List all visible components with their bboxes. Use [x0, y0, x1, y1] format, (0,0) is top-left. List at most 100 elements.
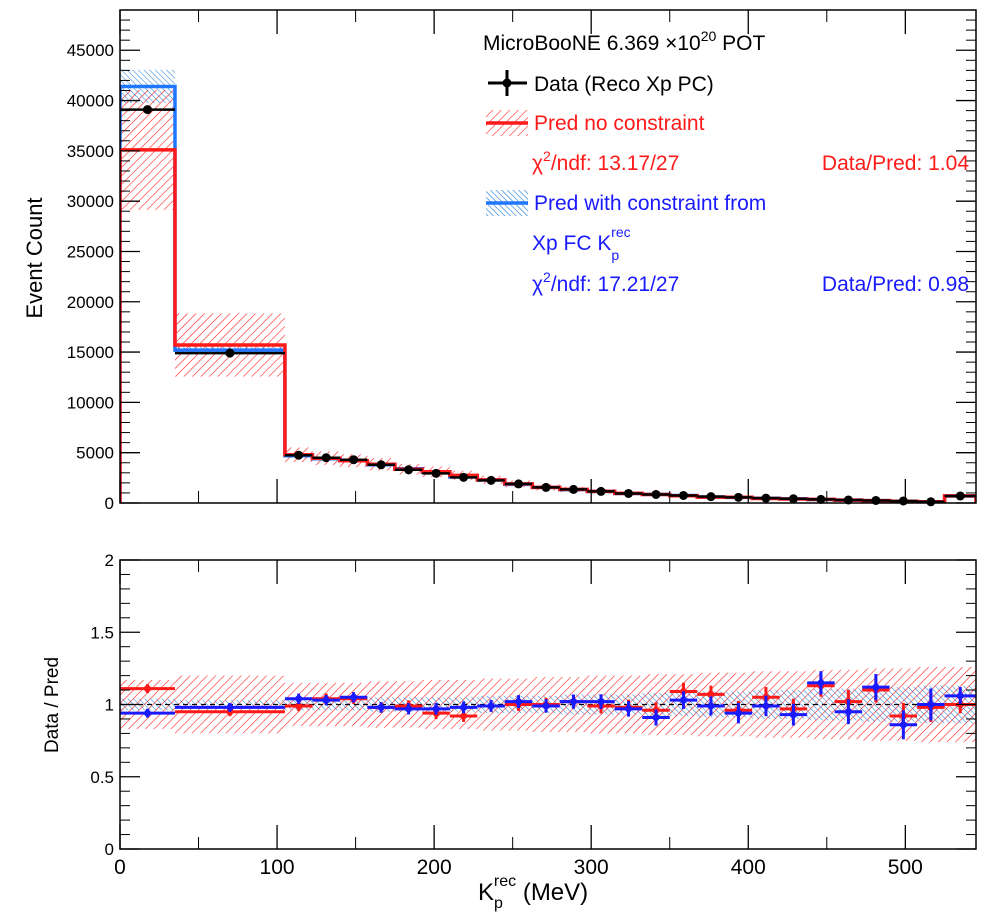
top-y-tick-label: 45000	[67, 41, 114, 60]
ratio-c-point	[367, 702, 395, 713]
legend-pred-c-label: Pred with constraint from	[534, 192, 766, 215]
data-point	[779, 494, 808, 504]
ratio-c-point	[724, 702, 753, 724]
top-y-tick-label: 20000	[67, 293, 114, 312]
data-point	[504, 479, 533, 489]
bottom-y-tick-label: 2	[105, 551, 114, 570]
data-point	[367, 460, 395, 470]
data-point	[807, 494, 835, 504]
data-point	[449, 472, 478, 482]
data-point	[614, 488, 643, 498]
ratio-c-point	[752, 695, 780, 717]
data-point	[752, 493, 780, 503]
ratio-c-point	[284, 693, 313, 704]
bottom-y-axis: 0 0.5 1 1.5 2	[90, 551, 976, 859]
ratio-c-point	[449, 701, 478, 714]
data-point	[642, 489, 670, 499]
bottom-y-tick-label: 1.5	[90, 623, 114, 642]
data-point	[559, 484, 588, 494]
top-frame	[119, 9, 977, 504]
data-point	[834, 495, 863, 505]
ratio-nc-point	[120, 684, 175, 694]
ratio-c-point	[120, 708, 175, 718]
data-point	[532, 482, 560, 492]
top-y-tick-label: 40000	[67, 92, 114, 111]
ratio-c-point	[917, 688, 945, 721]
data-point	[312, 453, 340, 463]
top-y-tick-label: 10000	[67, 393, 114, 412]
ratio-c-point	[422, 702, 450, 715]
bottom-x-tick-label: 500	[888, 856, 923, 879]
ratio-c-point	[697, 696, 725, 716]
top-y-tick-label: 0	[105, 494, 114, 513]
ratio-c-point	[669, 691, 698, 709]
bottom-x-tick-label: 400	[731, 856, 766, 879]
top-y-axis-title: Event Count	[22, 197, 47, 318]
legend-pred-nc-label: Pred no constraint	[534, 112, 705, 135]
data-point	[669, 490, 698, 500]
legend-pred-nc-marker	[486, 110, 528, 136]
top-y-tick-label: 15000	[67, 343, 114, 362]
ratio-c-point	[477, 700, 505, 712]
top-y-tick-label: 5000	[76, 444, 114, 463]
bottom-y-tick-label: 1	[105, 696, 114, 715]
legend: MicroBooNE 6.369 ×1020 POT Data (Reco Xp…	[483, 28, 969, 296]
data-point	[339, 455, 368, 465]
ratio-c-point	[642, 709, 670, 726]
bottom-panel: 0 0.5 1 1.5 2 0 100 200 300 400 500 Data / Pred K…	[42, 551, 977, 912]
ratio-c-point	[807, 671, 835, 695]
ratio-c-point	[889, 710, 918, 740]
x-axis-title: Kprec (MeV)	[478, 873, 588, 912]
data-point	[422, 468, 450, 478]
data-point	[477, 475, 505, 485]
ratio-c-point	[312, 694, 340, 706]
top-y-tick-label: 35000	[67, 142, 114, 161]
ratio-c-point	[394, 703, 423, 715]
ratio-c-point	[614, 701, 643, 717]
bottom-x-tick-label: 0	[114, 856, 126, 879]
bottom-y-axis-title: Data / Pred	[42, 657, 63, 753]
legend-chi2-c: χ2/ndf: 17.21/27	[532, 269, 679, 296]
ratio-c-point	[532, 699, 560, 713]
top-panel: 0 5000 10000 15000 20000 25000 30000 35000 40000…	[22, 9, 977, 513]
bottom-x-tick-label: 200	[417, 856, 452, 879]
ratio-c-point	[944, 687, 976, 705]
ratio-points	[120, 671, 976, 740]
ratio-c-point	[834, 699, 863, 725]
legend-ratio-nc: Data/Pred: 1.04	[822, 152, 969, 175]
legend-ratio-c: Data/Pred: 0.98	[822, 273, 969, 296]
legend-header: MicroBooNE 6.369 ×1020 POT	[483, 28, 765, 55]
top-y-tick-label: 30000	[67, 192, 114, 211]
data-point	[120, 105, 175, 115]
bottom-x-tick-label: 300	[574, 856, 609, 879]
top-x-ticks	[119, 10, 906, 503]
bottom-y-tick-label: 0	[105, 840, 114, 859]
data-point	[697, 492, 725, 502]
legend-pred-c-line2: Xp FC Kprec	[532, 224, 631, 263]
bottom-x-tick-label: 100	[260, 856, 295, 879]
ratio-c-point	[862, 674, 890, 701]
legend-pred-c-marker	[486, 190, 528, 216]
ratio-c-point	[339, 692, 368, 703]
data-point	[944, 491, 976, 501]
bottom-x-axis: 0 100 200 300 400 500	[114, 560, 923, 879]
legend-data-marker	[488, 70, 527, 96]
ratio-c-point	[587, 694, 615, 709]
top-y-axis: 0 5000 10000 15000 20000 25000 30000 35000 40000…	[67, 19, 976, 513]
data-point	[917, 497, 945, 507]
data-point	[724, 492, 753, 502]
top-y-tick-label: 25000	[67, 242, 114, 261]
legend-data-label: Data (Reco Xp PC)	[534, 73, 714, 96]
data-point	[284, 450, 313, 460]
bottom-y-tick-label: 0.5	[90, 768, 114, 787]
ratio-c-point	[779, 703, 808, 726]
data-point	[889, 496, 918, 506]
ratio-c-point	[504, 695, 533, 709]
data-point	[174, 348, 285, 358]
legend-chi2-nc: χ2/ndf: 13.17/27	[532, 148, 679, 175]
data-point	[587, 486, 615, 496]
ratio-c-band-bin	[339, 698, 368, 711]
ratio-c-point	[174, 702, 285, 712]
data-point	[394, 465, 423, 475]
